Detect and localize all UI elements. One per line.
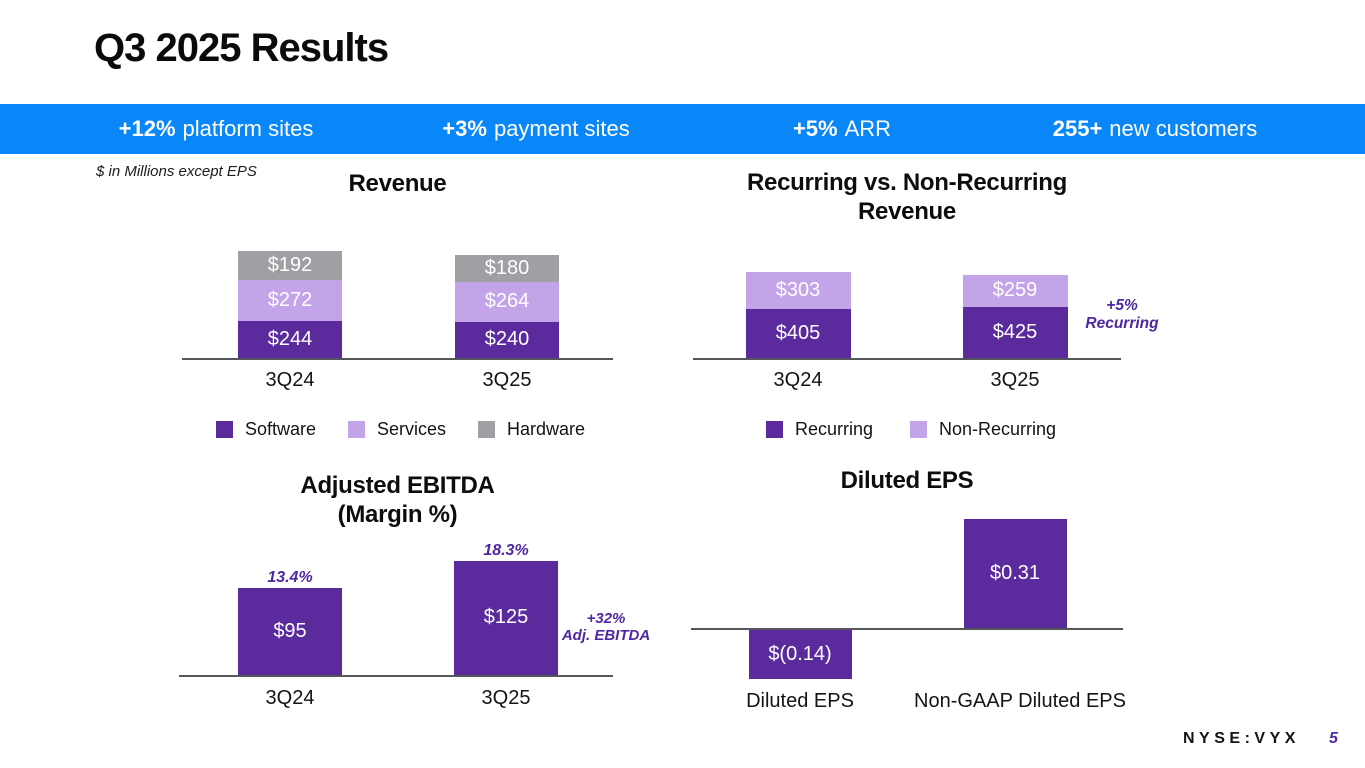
legend-label: Hardware (507, 419, 586, 439)
legend-item: Software (216, 419, 316, 440)
banner-label: new customers (1109, 116, 1258, 141)
legend-swatch (910, 421, 927, 438)
legend-label: Software (245, 419, 317, 439)
chart-title-line: Revenue (858, 198, 956, 225)
banner-label: ARR (844, 116, 892, 141)
bar-segment-hardware: $180 (455, 254, 559, 283)
legend-label: Recurring (795, 419, 874, 439)
bar-segment-services: $272 (238, 280, 342, 322)
banner-value: +5% (792, 116, 838, 141)
margin-percent-label: 13.4% (267, 569, 313, 587)
highlights-banner: +12% platform sites +3% payment sites +5% A… (0, 104, 1365, 154)
page-number: 5 (1329, 730, 1338, 747)
units-footnote: $ in Millions except EPS (96, 163, 257, 180)
annotation-line: Adj. EBITDA (561, 627, 651, 644)
bar-value-label: $240 (484, 328, 530, 351)
category-label: 3Q25 (990, 369, 1040, 391)
legend-swatch (478, 421, 495, 438)
bar-value-label: $244 (267, 328, 313, 351)
bar-segment-software: $240 (455, 321, 559, 358)
legend-item: Hardware (478, 419, 585, 440)
banner-label: platform sites (182, 116, 314, 141)
banner-value: +12% (118, 116, 176, 141)
axis-line (179, 675, 613, 677)
banner-item-arr: +5% ARR (793, 116, 891, 142)
bar-value-label: $272 (267, 289, 313, 312)
axis-line (693, 358, 1121, 360)
banner-item-platform-sites: +12% platform sites (119, 116, 314, 142)
legend-label: Services (377, 419, 447, 439)
banner-item-payment-sites: +3% payment sites (442, 116, 629, 142)
page-title: Q3 2025 Results (94, 26, 389, 70)
banner-item-new-customers: 255+ new customers (1053, 116, 1258, 142)
category-label: 3Q24 (265, 369, 315, 391)
bar-value-label: $125 (483, 606, 529, 629)
bar: $(0.14) (748, 630, 852, 680)
legend-label: Non-Recurring (939, 419, 1057, 439)
legend-item: Services (348, 419, 446, 440)
category-label: Non-GAAP Diluted EPS (914, 690, 1126, 712)
bar: $0.31 (963, 518, 1067, 628)
bar-value-label: $(0.14) (768, 643, 832, 666)
bar-value-label: $95 (273, 620, 307, 643)
banner-value: 255+ (1052, 116, 1103, 141)
category-label: Diluted EPS (746, 690, 854, 712)
chart-title-line: Revenue (348, 170, 447, 197)
banner-value: +3% (442, 116, 487, 141)
category-label: 3Q25 (481, 687, 531, 709)
bar-value-label: $425 (992, 320, 1038, 343)
legend-swatch (216, 421, 233, 438)
banner-label: payment sites (493, 116, 630, 141)
bar: $95 (238, 588, 342, 675)
revenue-chart-title: Revenue (182, 169, 613, 198)
eps-chart-title: Diluted EPS (693, 466, 1121, 495)
axis-line (691, 628, 1123, 630)
bar-value-label: $264 (484, 290, 530, 313)
bar-value-label: $192 (267, 254, 313, 277)
chart-title-line: Diluted EPS (840, 467, 974, 494)
bar-segment-non-recurring: $303 (745, 272, 851, 309)
legend-item: Non-Recurring (910, 419, 1056, 440)
annotation-line: Recurring (1085, 315, 1159, 332)
bar-segment-non-recurring: $259 (962, 275, 1068, 307)
annotation-line: +5% (1106, 297, 1138, 314)
bar-segment-hardware: $192 (238, 251, 342, 281)
chart-title-line: (Margin %) (337, 501, 458, 528)
legend-swatch (766, 421, 783, 438)
axis-line (182, 358, 613, 360)
stock-ticker: NYSE:VYX (1183, 730, 1300, 747)
bar-value-label: $180 (484, 257, 530, 280)
category-label: 3Q24 (773, 369, 823, 391)
legend-item: Recurring (766, 419, 873, 440)
bar-segment-software: $244 (238, 321, 342, 358)
bar-segment-recurring: $405 (745, 308, 851, 358)
recurring-chart-title: Recurring vs. Non-Recurring Revenue (693, 168, 1121, 226)
category-label: 3Q24 (265, 687, 315, 709)
bar-value-label: $259 (992, 279, 1038, 302)
bar: $125 (454, 560, 558, 675)
recurring-growth-annotation: +5% Recurring (1085, 297, 1158, 333)
category-label: 3Q25 (482, 369, 532, 391)
bar-value-label: $303 (775, 279, 821, 302)
ebitda-growth-annotation: +32% Adj. EBITDA (562, 610, 650, 644)
chart-title-line: Recurring vs. Non-Recurring (747, 169, 1067, 196)
annotation-line: +32% (586, 610, 626, 627)
bar-segment-recurring: $425 (962, 306, 1068, 358)
margin-percent-label: 18.3% (483, 541, 529, 559)
bar-value-label: $0.31 (989, 561, 1041, 584)
bar-value-label: $405 (775, 321, 821, 344)
bar-segment-services: $264 (455, 282, 559, 322)
legend-swatch (348, 421, 365, 438)
chart-title-line: Adjusted EBITDA (300, 472, 495, 499)
ebitda-chart-title: Adjusted EBITDA (Margin %) (182, 471, 613, 529)
